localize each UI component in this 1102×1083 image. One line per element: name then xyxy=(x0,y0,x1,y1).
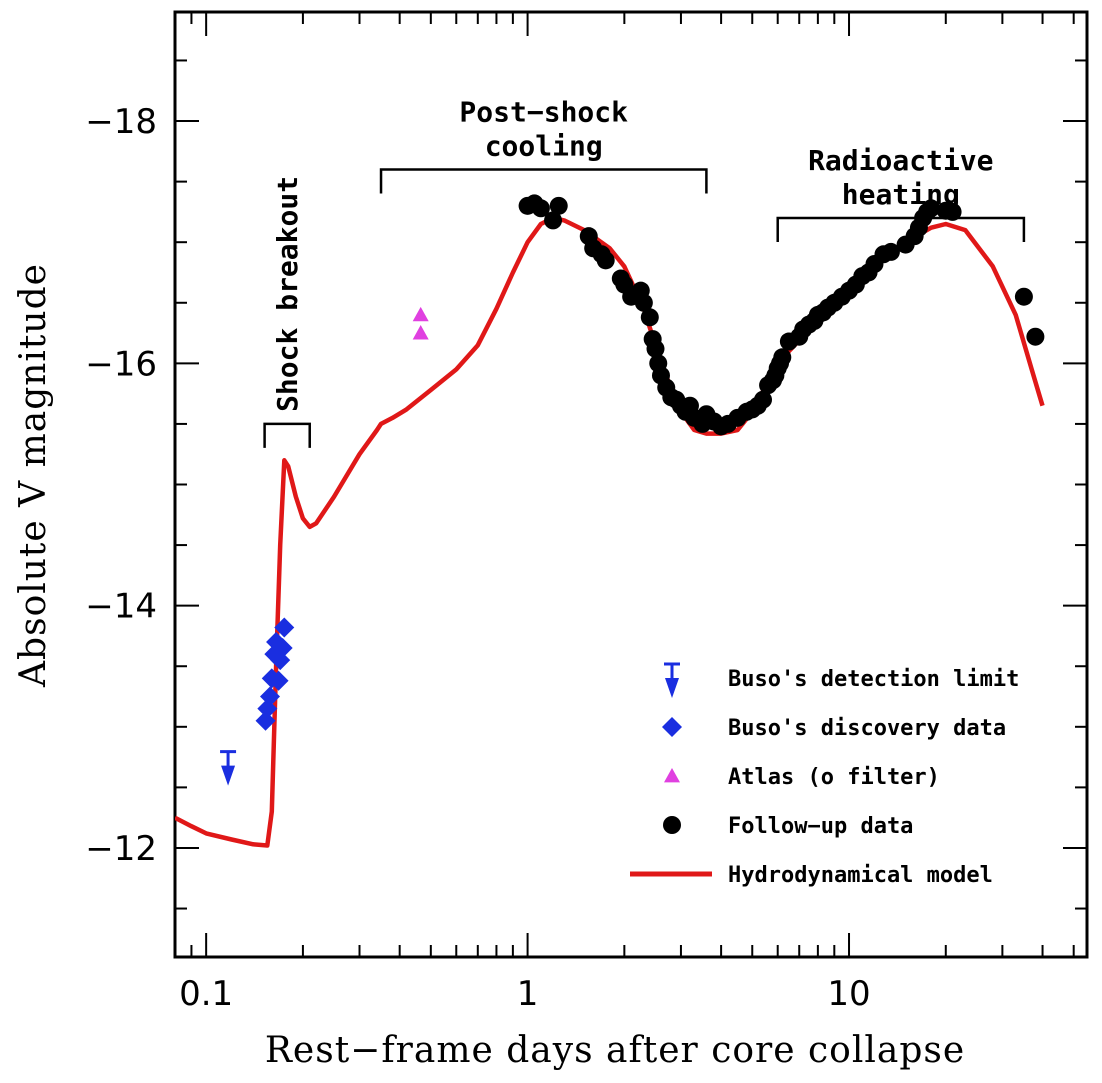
axis-tick-labels: 0.1 1 10 −12 −14 −16 −18 xyxy=(85,102,870,1014)
circle-point xyxy=(754,390,773,409)
legend-label: Hydrodynamical model xyxy=(728,863,993,888)
legend-entry: Follow−up data xyxy=(663,814,913,839)
x-axis-title: Rest−frame days after core collapse xyxy=(265,1030,965,1071)
legend-entry: Hydrodynamical model xyxy=(630,863,993,888)
x-tick-label: 0.1 xyxy=(179,974,233,1014)
circle-point xyxy=(640,308,659,327)
legend-diamond-swatch xyxy=(662,717,682,737)
triangle-point xyxy=(412,306,429,322)
series-line xyxy=(175,215,1045,848)
circle-point xyxy=(922,199,941,218)
legend-label: Buso's discovery data xyxy=(728,716,1006,741)
annotation-label: cooling xyxy=(485,130,603,163)
legend-triangle-swatch xyxy=(664,768,680,783)
y-axis-title: Absolute V magnitude xyxy=(13,263,54,688)
legend-limit-arrow-swatch xyxy=(664,662,680,698)
data-series xyxy=(175,194,1045,848)
x-tick-label: 1 xyxy=(517,974,539,1014)
annotation-label: Post−shock xyxy=(459,96,628,129)
circle-point xyxy=(596,251,615,270)
legend: Buso's detection limit Buso's discovery d… xyxy=(630,662,1019,888)
annotation-label: Shock breakout xyxy=(271,176,304,412)
series-circle xyxy=(518,194,1045,436)
annotation-bracket xyxy=(263,422,311,448)
annotation-bracket xyxy=(776,216,1026,242)
legend-label: Follow−up data xyxy=(728,814,913,839)
diamond-point xyxy=(274,617,295,638)
circle-point xyxy=(943,202,962,221)
circle-point xyxy=(881,242,900,261)
diamond-point xyxy=(255,710,276,731)
diamond-point xyxy=(260,686,281,707)
legend-label: Atlas (o filter) xyxy=(728,765,940,790)
series-limit-arrow xyxy=(220,750,237,786)
y-tick-label: −12 xyxy=(85,829,157,869)
series-triangle xyxy=(412,306,429,340)
y-tick-label: −14 xyxy=(85,587,157,627)
legend-label: Buso's detection limit xyxy=(728,667,1019,692)
legend-circle-swatch xyxy=(663,816,681,834)
annotation-bracket xyxy=(379,168,708,194)
circle-point xyxy=(531,199,550,218)
model-curve xyxy=(175,215,1045,848)
circle-point xyxy=(1026,327,1045,346)
legend-entry: Buso's discovery data xyxy=(662,716,1006,741)
circle-point xyxy=(549,196,568,215)
axis-ticks xyxy=(174,12,1087,957)
limit-arrow-point xyxy=(220,750,237,786)
circle-point xyxy=(773,348,792,367)
y-tick-label: −16 xyxy=(85,344,157,384)
legend-entry: Buso's detection limit xyxy=(664,662,1019,698)
y-tick-label: −18 xyxy=(85,102,157,142)
circle-point xyxy=(646,339,665,358)
diamond-point xyxy=(268,670,289,691)
x-tick-label: 10 xyxy=(827,974,870,1014)
series-diamond xyxy=(255,617,295,731)
circle-point xyxy=(544,211,563,230)
triangle-point xyxy=(412,325,429,340)
annotation-shock-breakout: Shock breakout xyxy=(263,176,311,448)
circle-point xyxy=(1014,287,1033,306)
legend-entry: Atlas (o filter) xyxy=(664,765,940,790)
circle-point xyxy=(634,293,653,312)
annotation-label: Radioactive xyxy=(808,144,993,177)
diamond-point xyxy=(272,638,293,659)
